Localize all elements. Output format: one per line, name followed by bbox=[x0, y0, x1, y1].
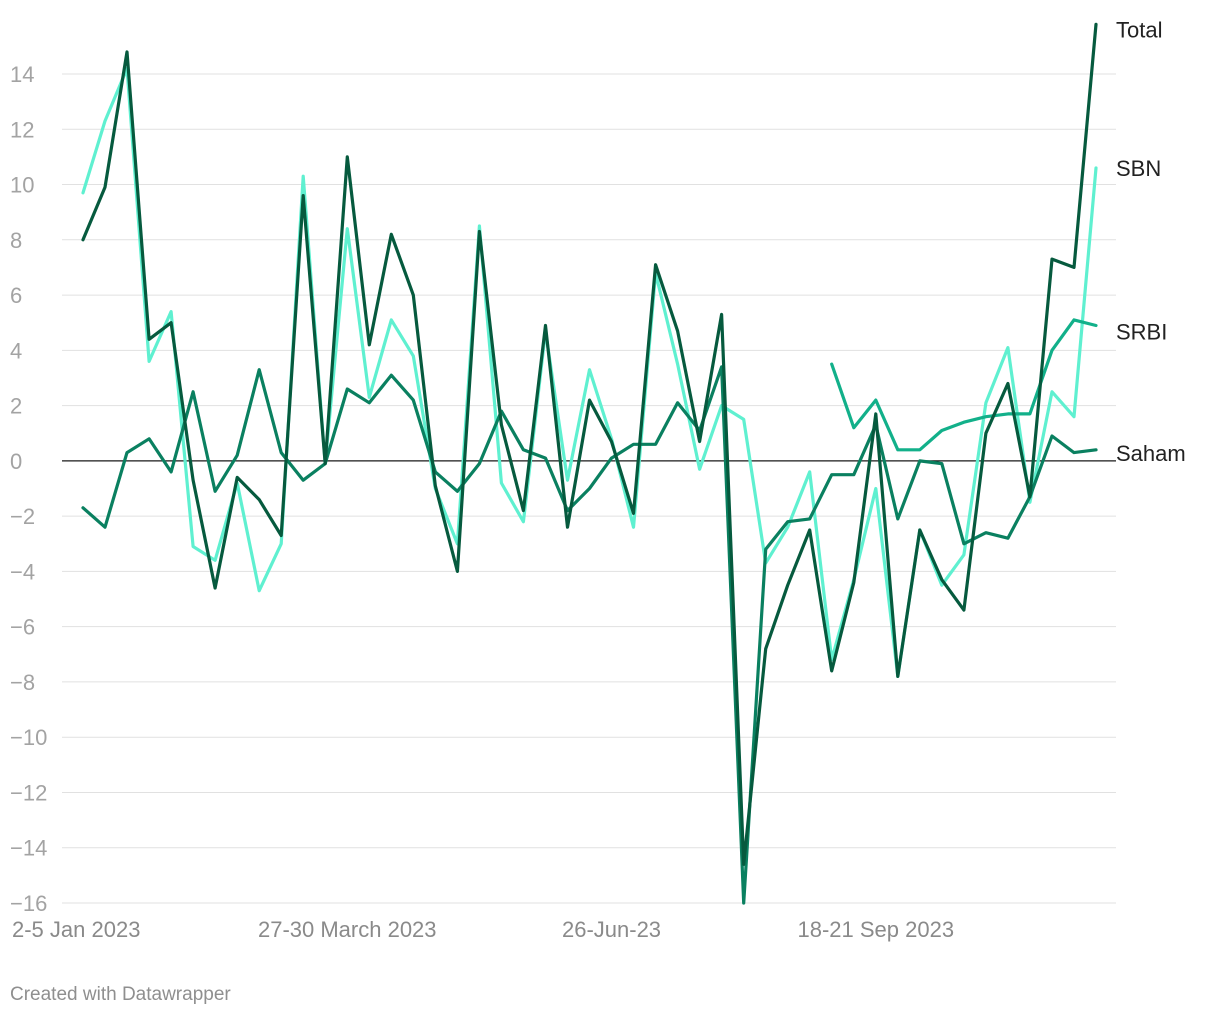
series-label-saham: Saham bbox=[1116, 441, 1186, 466]
series-label-sbn: SBN bbox=[1116, 156, 1161, 181]
series-lines bbox=[81, 22, 1098, 905]
y-tick-label: 4 bbox=[10, 338, 22, 363]
series-label-total: Total bbox=[1116, 17, 1162, 42]
y-tick-label: 12 bbox=[10, 117, 34, 142]
y-tick-label: −6 bbox=[10, 615, 35, 640]
series-line-srbi bbox=[830, 318, 1098, 452]
x-axis-ticks: 2-5 Jan 2023 27-30 March 2023 26-Jun-23 18-… bbox=[12, 917, 954, 942]
y-tick-label: 2 bbox=[10, 394, 22, 419]
y-tick-label: −12 bbox=[10, 780, 47, 805]
y-tick-label: 6 bbox=[10, 283, 22, 308]
x-tick-label: 26-Jun-23 bbox=[562, 917, 661, 942]
y-tick-label: −2 bbox=[10, 504, 35, 529]
credit-text: Created with Datawrapper bbox=[10, 984, 231, 1005]
y-tick-label: 10 bbox=[10, 173, 34, 198]
x-tick-label: 2-5 Jan 2023 bbox=[12, 917, 140, 942]
series-labels: SBN SRBI Saham Total bbox=[1116, 17, 1186, 466]
y-tick-label: 0 bbox=[10, 449, 22, 474]
y-tick-label: −16 bbox=[10, 891, 47, 916]
x-tick-label: 27-30 March 2023 bbox=[258, 917, 437, 942]
series-label-srbi: SRBI bbox=[1116, 319, 1167, 344]
x-tick-label: 18-21 Sep 2023 bbox=[797, 917, 954, 942]
y-axis-ticks: 14 12 10 8 6 4 2 0 −2 −4 −6 −8 −10 −12 −14 −16 bbox=[10, 62, 47, 916]
y-tick-label: 14 bbox=[10, 62, 34, 87]
y-tick-label: −4 bbox=[10, 559, 35, 584]
gridlines bbox=[62, 73, 1116, 904]
y-tick-label: −10 bbox=[10, 725, 47, 750]
y-tick-label: −14 bbox=[10, 836, 47, 861]
series-line-total bbox=[81, 22, 1098, 866]
y-tick-label: 8 bbox=[10, 228, 22, 253]
y-tick-label: −8 bbox=[10, 670, 35, 695]
series-line-saham bbox=[81, 365, 1098, 905]
